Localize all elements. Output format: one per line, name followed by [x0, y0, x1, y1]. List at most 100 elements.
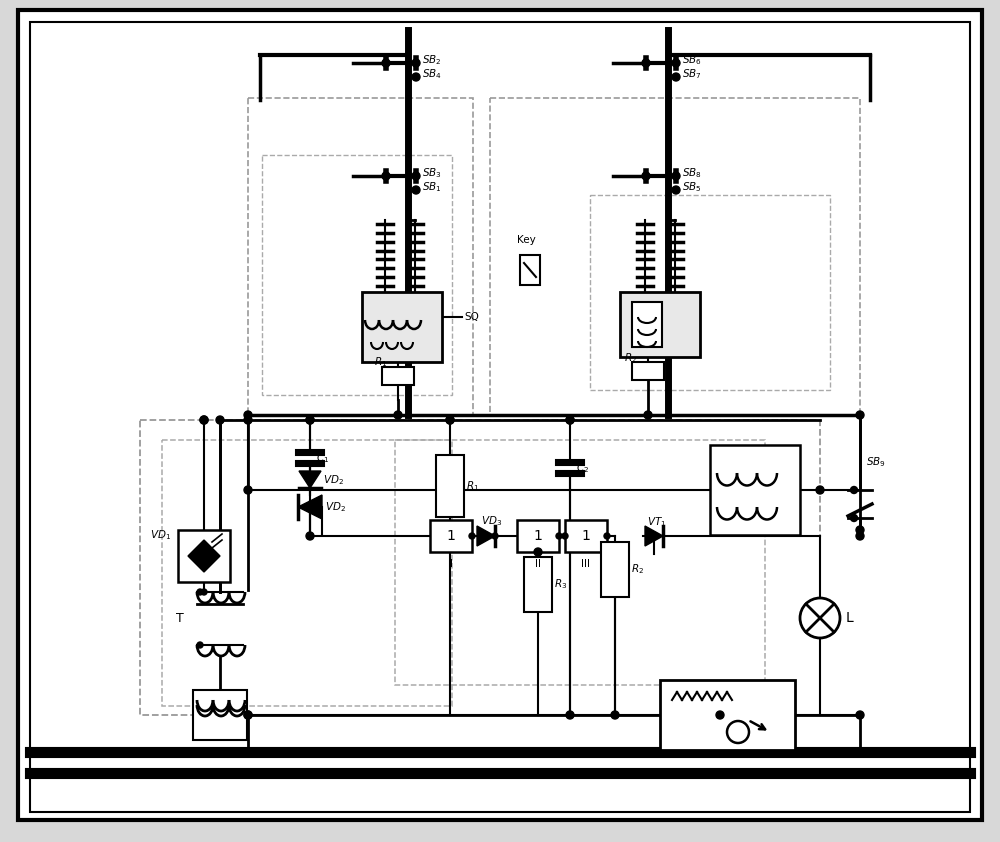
Text: Key: Key: [517, 235, 535, 245]
Bar: [517, 520, 559, 552]
Bar: [178, 530, 230, 582]
Circle shape: [566, 416, 574, 424]
Bar: [632, 302, 662, 347]
Text: $VD_3$: $VD_3$: [481, 514, 502, 528]
Circle shape: [446, 416, 454, 424]
Circle shape: [244, 711, 252, 719]
Circle shape: [672, 59, 680, 67]
Bar: [556, 460, 584, 465]
Bar: [620, 292, 700, 357]
Circle shape: [856, 532, 864, 540]
Circle shape: [197, 589, 203, 595]
Text: $R_1$: $R_1$: [466, 479, 479, 493]
Circle shape: [850, 487, 858, 493]
Bar: [140, 420, 820, 715]
Circle shape: [672, 73, 680, 81]
Circle shape: [850, 514, 858, 521]
Text: $C_1$: $C_1$: [316, 451, 329, 465]
Circle shape: [642, 172, 650, 180]
Bar: [590, 195, 830, 390]
Text: II: II: [535, 559, 541, 569]
Text: $SB_3$: $SB_3$: [422, 166, 442, 180]
Circle shape: [244, 411, 252, 419]
Circle shape: [412, 73, 420, 81]
Text: $VD_2$: $VD_2$: [323, 473, 344, 487]
Polygon shape: [645, 526, 663, 546]
Circle shape: [816, 486, 824, 494]
Circle shape: [306, 416, 314, 424]
Bar: [490, 98, 860, 415]
Bar: [436, 455, 464, 517]
Text: $SB_5$: $SB_5$: [682, 180, 702, 194]
Bar: [162, 440, 452, 706]
Text: $R_2$: $R_2$: [624, 351, 637, 365]
Circle shape: [197, 642, 203, 648]
Text: III: III: [582, 559, 590, 569]
Circle shape: [244, 416, 252, 424]
Circle shape: [716, 711, 724, 719]
Text: $C_2$: $C_2$: [576, 461, 589, 475]
Polygon shape: [299, 471, 321, 488]
Circle shape: [244, 711, 252, 719]
Bar: [565, 520, 607, 552]
Circle shape: [856, 748, 864, 756]
Circle shape: [566, 711, 574, 719]
Circle shape: [611, 711, 619, 719]
Text: $R_2$: $R_2$: [631, 562, 644, 576]
Circle shape: [642, 59, 650, 67]
Circle shape: [604, 533, 610, 539]
Bar: [193, 690, 247, 740]
Text: $SB_4$: $SB_4$: [422, 67, 442, 81]
Text: $R_1$: $R_1$: [374, 355, 387, 369]
Text: $SB_1$: $SB_1$: [422, 180, 442, 194]
Bar: [556, 471, 584, 476]
Text: SQ: SQ: [464, 312, 479, 322]
Bar: [524, 557, 552, 612]
Circle shape: [412, 186, 420, 194]
Circle shape: [727, 721, 749, 743]
Circle shape: [856, 411, 864, 419]
Circle shape: [200, 416, 208, 424]
Circle shape: [394, 411, 402, 419]
Text: $SB_9$: $SB_9$: [866, 455, 886, 469]
Circle shape: [566, 416, 574, 424]
Circle shape: [412, 172, 420, 180]
Circle shape: [800, 598, 840, 638]
Circle shape: [216, 416, 224, 424]
Circle shape: [492, 533, 498, 539]
Bar: [395, 440, 765, 685]
Circle shape: [672, 186, 680, 194]
Polygon shape: [477, 526, 495, 546]
Circle shape: [469, 533, 475, 539]
Polygon shape: [298, 495, 322, 519]
Circle shape: [382, 59, 390, 67]
Circle shape: [382, 172, 390, 180]
Bar: [710, 445, 800, 535]
Text: T: T: [176, 612, 184, 625]
Text: $R_3$: $R_3$: [554, 577, 567, 591]
Text: $SB_7$: $SB_7$: [682, 67, 702, 81]
Bar: [430, 520, 472, 552]
Circle shape: [244, 748, 252, 756]
Circle shape: [412, 59, 420, 67]
Circle shape: [306, 532, 314, 540]
Circle shape: [672, 172, 680, 180]
Text: I: I: [450, 559, 453, 569]
Text: $VT_1$: $VT_1$: [647, 515, 666, 529]
Text: $SB_2$: $SB_2$: [422, 53, 442, 67]
Text: $SB_8$: $SB_8$: [682, 166, 702, 180]
Bar: [382, 367, 414, 385]
Circle shape: [556, 533, 562, 539]
Bar: [520, 255, 540, 285]
Bar: [601, 542, 629, 597]
Bar: [632, 362, 664, 380]
Bar: [296, 461, 324, 466]
Polygon shape: [188, 540, 220, 572]
Text: $VD_1$: $VD_1$: [150, 528, 171, 542]
Circle shape: [856, 711, 864, 719]
Circle shape: [562, 533, 568, 539]
Circle shape: [200, 416, 208, 424]
Bar: [362, 292, 442, 362]
Circle shape: [644, 411, 652, 419]
Bar: [262, 155, 452, 395]
